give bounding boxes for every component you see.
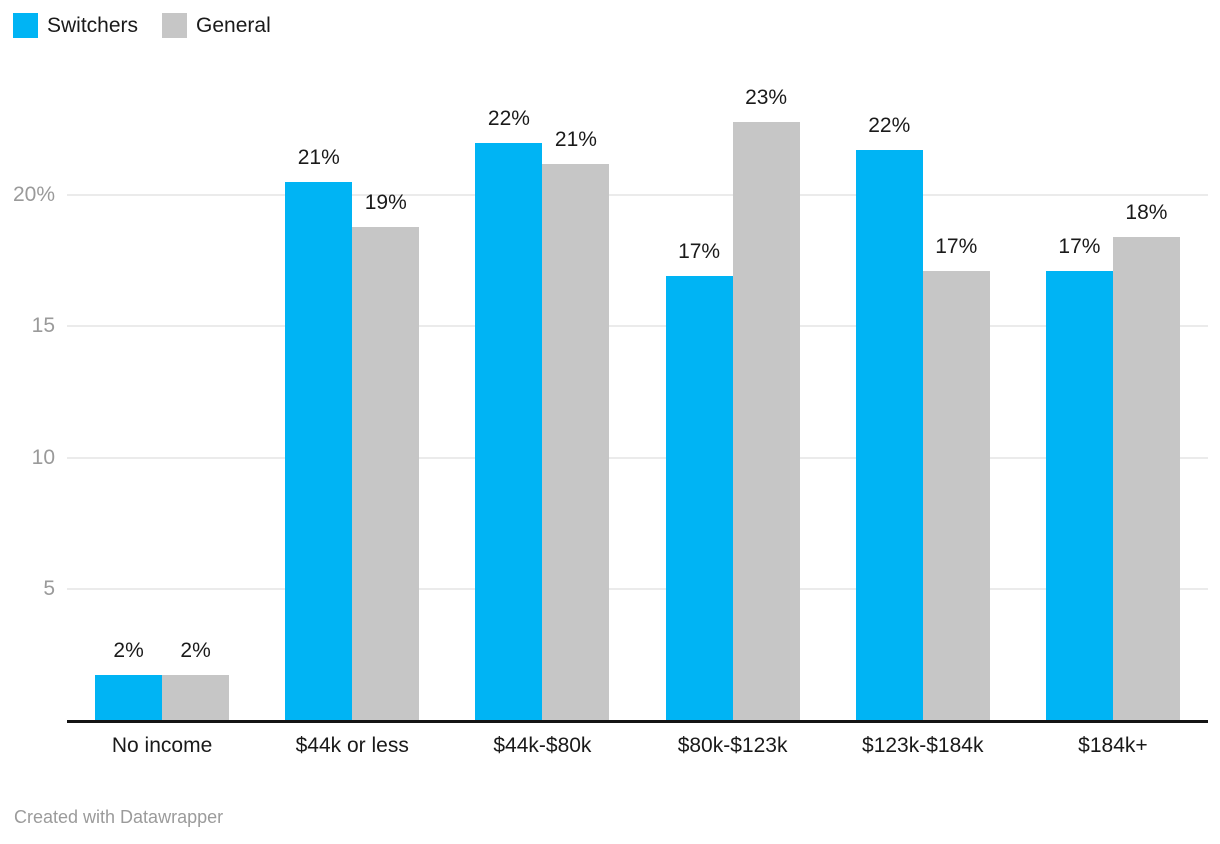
bar-general-123k-184k (922, 271, 990, 720)
value-label-switchers-44k-or-less: 21% (297, 145, 340, 169)
value-label-switchers-80k-123k: 17% (678, 240, 721, 264)
value-label-general-44k-or-less: 19% (364, 190, 407, 214)
bar-general-80k-123k (732, 121, 800, 720)
gridline-15 (67, 325, 1208, 328)
legend-swatch-general (162, 13, 188, 38)
gridline-20 (67, 194, 1208, 196)
gridline-10 (67, 456, 1208, 459)
bar-switchers-184k (1045, 271, 1113, 720)
bar-switchers-80k-123k (665, 276, 733, 720)
x-axis-label-44k-80k: $44k-$80k (493, 734, 592, 757)
value-label-general-123k-184k: 17% (935, 235, 978, 259)
x-axis-label-123k-184k: $123k-$184k (862, 734, 984, 757)
legend-label-switchers: Switchers (47, 14, 139, 37)
datawrapper-credit[interactable]: Created with Datawrapper (14, 807, 224, 827)
bar-general-184k (1112, 237, 1180, 720)
bar-switchers-123k-184k (855, 150, 923, 720)
x-axis-label-184k: $184k+ (1078, 734, 1148, 757)
legend-item-general: General (162, 13, 271, 38)
value-label-switchers-123k-184k: 22% (868, 114, 911, 138)
bar-switchers-no-income (95, 675, 163, 720)
x-axis-label-no-income: No income (111, 734, 213, 757)
legend-swatch-switchers (13, 13, 38, 38)
legend: Switchers General (13, 13, 295, 38)
y-tick-label-10: 10 (31, 445, 55, 469)
bar-switchers-44k-80k (475, 142, 543, 720)
value-label-switchers-44k-80k: 22% (487, 106, 530, 130)
y-tick-label-15: 15 (31, 314, 55, 338)
legend-label-general: General (196, 14, 271, 37)
value-label-general-184k: 18% (1125, 201, 1168, 224)
bar-general-no-income (162, 675, 230, 720)
y-tick-label-20: 20% (12, 183, 55, 206)
legend-item-switchers: Switchers (13, 13, 138, 38)
value-label-switchers-no-income: 2% (113, 639, 144, 663)
x-axis-line (67, 720, 1208, 723)
gridline-5 (67, 587, 1208, 590)
bar-general-44k-or-less (352, 226, 420, 720)
value-label-switchers-184k: 17% (1058, 235, 1101, 259)
value-label-general-80k-123k: 23% (745, 85, 788, 109)
x-axis-label-44k-or-less: $44k or less (295, 734, 409, 757)
value-label-general-no-income: 2% (180, 639, 211, 663)
bar-general-44k-80k (542, 163, 610, 720)
x-axis-label-80k-123k: $80k-$123k (677, 734, 788, 757)
bar-switchers-44k-or-less (285, 181, 353, 720)
value-label-general-44k-80k: 21% (554, 127, 597, 151)
y-tick-label-5: 5 (43, 576, 55, 600)
